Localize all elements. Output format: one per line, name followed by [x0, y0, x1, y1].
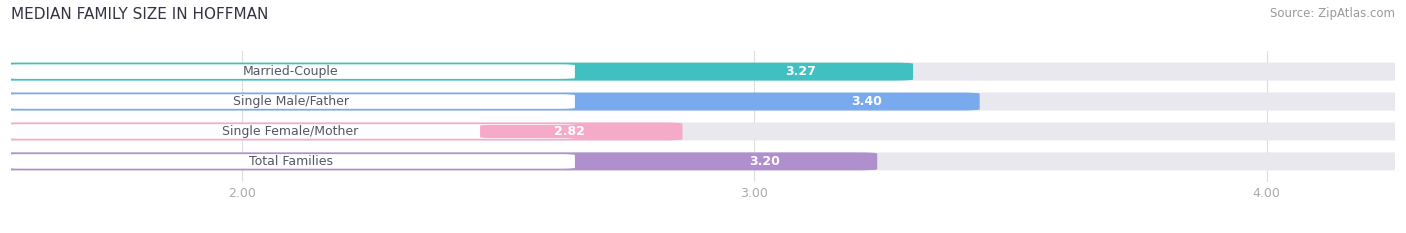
FancyBboxPatch shape — [778, 95, 956, 108]
Text: Single Male/Father: Single Male/Father — [232, 95, 349, 108]
FancyBboxPatch shape — [675, 155, 855, 168]
FancyBboxPatch shape — [0, 152, 1406, 170]
FancyBboxPatch shape — [479, 125, 659, 138]
FancyBboxPatch shape — [0, 93, 980, 110]
FancyBboxPatch shape — [0, 63, 1406, 81]
Text: 3.27: 3.27 — [785, 65, 815, 78]
FancyBboxPatch shape — [0, 63, 912, 81]
Text: 3.40: 3.40 — [852, 95, 883, 108]
FancyBboxPatch shape — [6, 124, 575, 139]
Text: 3.20: 3.20 — [749, 155, 780, 168]
FancyBboxPatch shape — [6, 64, 575, 79]
FancyBboxPatch shape — [0, 123, 1406, 140]
Text: Single Female/Mother: Single Female/Mother — [222, 125, 359, 138]
FancyBboxPatch shape — [0, 152, 877, 170]
FancyBboxPatch shape — [6, 94, 575, 109]
FancyBboxPatch shape — [710, 65, 890, 78]
FancyBboxPatch shape — [6, 154, 575, 169]
Text: Married-Couple: Married-Couple — [243, 65, 339, 78]
FancyBboxPatch shape — [0, 123, 682, 140]
Text: Total Families: Total Families — [249, 155, 332, 168]
FancyBboxPatch shape — [0, 93, 1406, 110]
Text: MEDIAN FAMILY SIZE IN HOFFMAN: MEDIAN FAMILY SIZE IN HOFFMAN — [11, 7, 269, 22]
Text: 2.82: 2.82 — [554, 125, 585, 138]
Text: Source: ZipAtlas.com: Source: ZipAtlas.com — [1270, 7, 1395, 20]
